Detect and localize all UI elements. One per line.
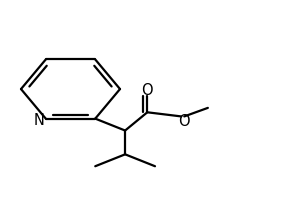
Text: O: O bbox=[178, 113, 190, 128]
Text: N: N bbox=[34, 113, 45, 128]
Text: O: O bbox=[142, 83, 153, 98]
